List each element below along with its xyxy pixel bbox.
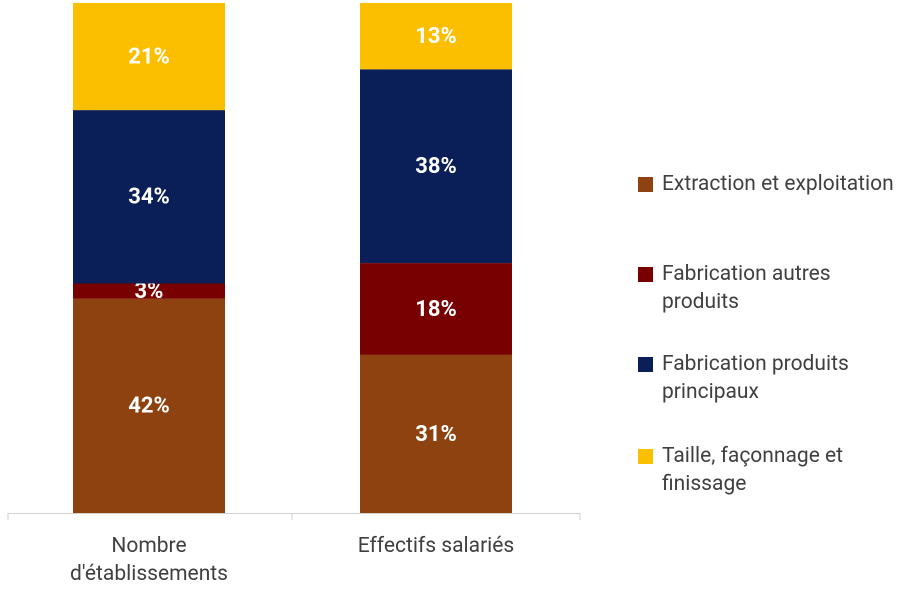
data-label: 34% [128, 185, 170, 210]
legend-swatch [638, 449, 653, 464]
legend-swatch [638, 357, 653, 372]
bar-segment [73, 110, 225, 284]
legend-entry: Taille, façonnage et finissage [638, 442, 897, 498]
label-text: Extraction et exploitation [662, 172, 894, 196]
data-label: 38% [415, 154, 457, 179]
legend-entry: Fabrication autres produits [638, 260, 897, 316]
data-label: 13% [415, 24, 457, 49]
data-label: 42% [128, 394, 170, 419]
data-label: 31% [415, 422, 457, 447]
legend-swatch [638, 267, 653, 282]
label-text: Fabrication autres produits [662, 262, 831, 314]
bar-segment [73, 298, 225, 513]
legend-entry: Fabrication produits principaux [638, 350, 897, 406]
label-text: Nombre d'établissements [69, 534, 228, 586]
x-tick-label: Effectifs salariés [326, 532, 546, 560]
legend-swatch [638, 177, 653, 192]
bar-segment [73, 3, 225, 111]
bar-segment [360, 69, 512, 264]
data-label: 21% [128, 44, 170, 69]
x-tick-label: Nombre d'établissements [39, 532, 259, 588]
legend-entry: Extraction et exploitation [638, 170, 897, 198]
bar-segment [360, 354, 512, 513]
label-text: Fabrication produits principaux [662, 352, 849, 404]
bar-segment [73, 283, 225, 299]
data-label: 18% [415, 297, 457, 322]
label-text: Effectifs salariés [357, 534, 515, 558]
bar-segment [360, 3, 512, 70]
label-text: Taille, façonnage et finissage [662, 444, 844, 496]
bar-segment [360, 263, 512, 355]
